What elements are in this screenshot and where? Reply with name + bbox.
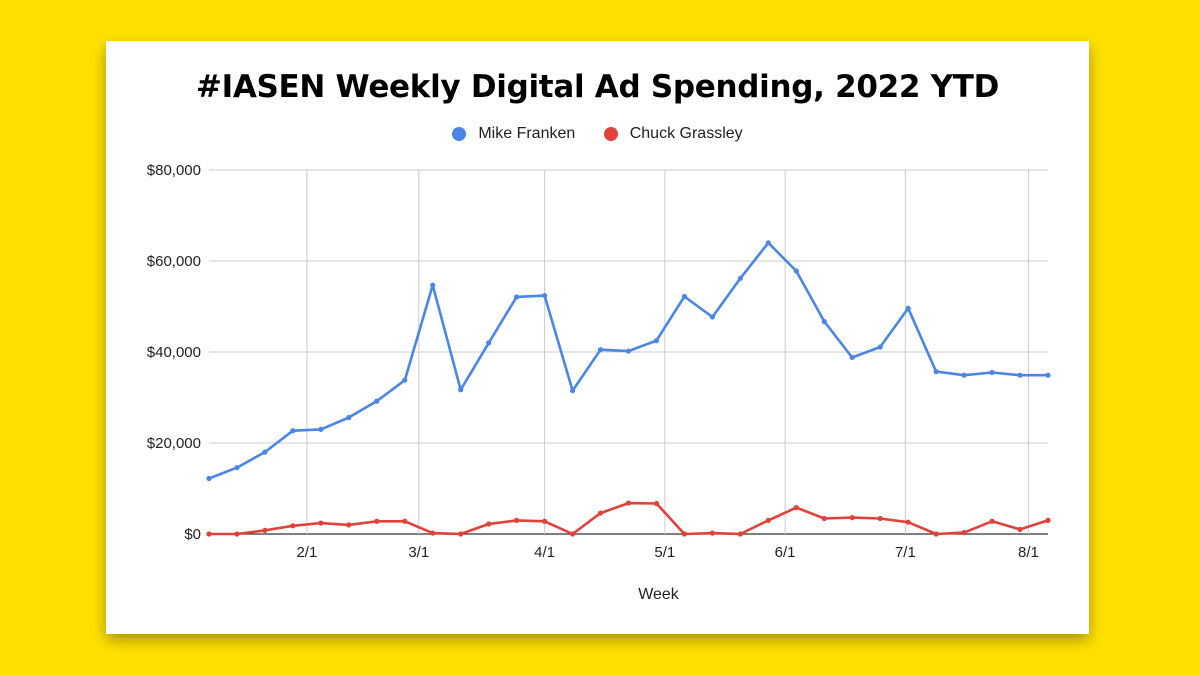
data-point — [877, 515, 883, 522]
y-tick-label: $80,000 — [147, 162, 201, 179]
data-point — [653, 500, 660, 507]
data-point — [569, 531, 576, 537]
data-point — [709, 314, 716, 320]
y-tick-label: $40,000 — [147, 344, 201, 361]
data-point — [430, 530, 436, 536]
data-point — [681, 293, 688, 300]
data-point — [1045, 372, 1051, 378]
data-point — [1017, 372, 1023, 378]
x-axis-title: Week — [638, 586, 680, 603]
data-point — [318, 520, 324, 526]
data-point — [1045, 517, 1051, 523]
legend-dot-red — [603, 127, 618, 141]
data-point — [821, 318, 827, 325]
data-point — [262, 449, 268, 455]
data-point — [318, 426, 324, 432]
data-point — [374, 398, 380, 404]
data-point — [234, 464, 240, 471]
data-point — [514, 294, 520, 300]
data-point — [933, 531, 939, 537]
data-point — [597, 347, 604, 353]
data-point — [514, 517, 520, 523]
data-point — [709, 530, 716, 536]
data-point — [961, 530, 967, 536]
data-point — [206, 531, 212, 537]
chart-card: $0 $20,000 $40,000 $60,000 $80,000 2/1 3/1 4/1 5… — [106, 41, 1089, 634]
data-point — [793, 505, 799, 511]
chart-legend: Mike Franken Chuck Grassley — [106, 125, 1089, 146]
series-line-chuck-grassley — [207, 501, 1050, 536]
y-tick-label: $20,000 — [147, 435, 201, 452]
data-point — [849, 354, 855, 361]
data-point — [262, 527, 268, 533]
data-point — [933, 368, 939, 375]
legend-label-mike-franken: Mike Franken — [478, 125, 576, 142]
y-tick-label: $60,000 — [147, 253, 201, 270]
legend-dot-blue — [452, 127, 467, 141]
chart-title: #IASEN Weekly Digital Ad Spending, 2022 … — [195, 69, 1000, 105]
legend-item-chuck-grassley[interactable]: Chuck Grassley — [603, 125, 743, 143]
x-tick-label: 8/1 — [1018, 544, 1039, 561]
data-point — [430, 282, 436, 288]
data-point — [486, 521, 492, 527]
data-point — [597, 510, 604, 516]
line-chart: $0 $20,000 $40,000 $60,000 $80,000 2/1 3/1 4/1 5… — [147, 162, 1051, 603]
x-tick-label: 7/1 — [895, 544, 916, 561]
data-point — [206, 475, 212, 482]
legend-label-chuck-grassley: Chuck Grassley — [629, 125, 743, 142]
y-tick-label: $0 — [184, 526, 201, 543]
data-point — [374, 518, 380, 524]
x-tick-label: 3/1 — [408, 544, 429, 561]
data-point — [290, 428, 296, 434]
data-point — [1017, 526, 1023, 533]
data-point — [793, 268, 799, 274]
data-point — [486, 340, 492, 346]
legend-item-mike-franken[interactable]: Mike Franken — [452, 125, 575, 143]
data-point — [458, 531, 464, 537]
data-point — [989, 518, 995, 524]
data-point — [402, 518, 408, 524]
x-tick-label: 2/1 — [296, 544, 317, 561]
data-point — [458, 387, 464, 393]
x-tick-label: 5/1 — [654, 544, 675, 561]
data-point — [234, 531, 240, 537]
data-point — [961, 372, 967, 378]
data-point — [681, 531, 688, 537]
data-point — [905, 305, 911, 311]
data-point — [905, 519, 911, 525]
data-point — [877, 344, 883, 350]
data-point — [737, 275, 743, 281]
x-tick-label: 4/1 — [534, 544, 555, 561]
data-point — [821, 515, 827, 522]
data-point — [542, 518, 548, 524]
data-point — [625, 348, 632, 354]
data-point — [542, 292, 548, 299]
data-point — [849, 515, 855, 521]
data-point — [653, 338, 660, 344]
data-point — [290, 523, 296, 529]
x-tick-label: 6/1 — [775, 544, 796, 561]
data-point — [402, 377, 408, 383]
data-point — [765, 517, 771, 523]
data-point — [346, 522, 352, 528]
data-point — [346, 414, 352, 421]
data-point — [625, 500, 632, 506]
data-point — [737, 531, 743, 537]
data-point — [765, 240, 771, 246]
data-point — [989, 369, 995, 376]
data-point — [569, 388, 576, 394]
